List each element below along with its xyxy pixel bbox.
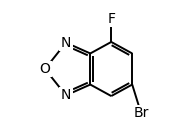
Text: N: N — [61, 36, 71, 50]
Text: F: F — [107, 12, 115, 26]
Text: N: N — [61, 88, 71, 102]
Text: Br: Br — [133, 106, 149, 120]
Text: O: O — [40, 62, 50, 76]
